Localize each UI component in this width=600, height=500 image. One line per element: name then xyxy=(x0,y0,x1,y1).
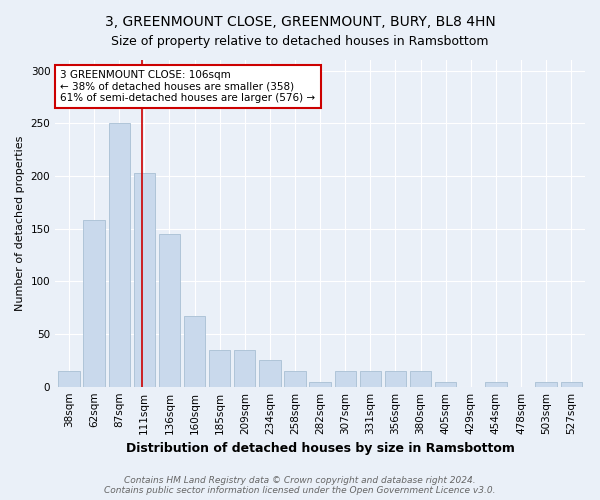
Bar xyxy=(535,382,557,386)
Text: Contains HM Land Registry data © Crown copyright and database right 2024.
Contai: Contains HM Land Registry data © Crown c… xyxy=(104,476,496,495)
Bar xyxy=(134,173,155,386)
Bar xyxy=(335,371,356,386)
Bar xyxy=(159,234,180,386)
Bar xyxy=(259,360,281,386)
Bar xyxy=(435,382,457,386)
Bar xyxy=(385,371,406,386)
Bar xyxy=(485,382,506,386)
Bar xyxy=(234,350,256,387)
Bar xyxy=(209,350,230,387)
X-axis label: Distribution of detached houses by size in Ramsbottom: Distribution of detached houses by size … xyxy=(125,442,515,455)
Y-axis label: Number of detached properties: Number of detached properties xyxy=(15,136,25,311)
Text: Size of property relative to detached houses in Ramsbottom: Size of property relative to detached ho… xyxy=(111,35,489,48)
Bar xyxy=(83,220,105,386)
Bar xyxy=(109,123,130,386)
Text: 3 GREENMOUNT CLOSE: 106sqm
← 38% of detached houses are smaller (358)
61% of sem: 3 GREENMOUNT CLOSE: 106sqm ← 38% of deta… xyxy=(61,70,316,103)
Bar xyxy=(560,382,582,386)
Bar xyxy=(284,371,305,386)
Bar xyxy=(184,316,205,386)
Text: 3, GREENMOUNT CLOSE, GREENMOUNT, BURY, BL8 4HN: 3, GREENMOUNT CLOSE, GREENMOUNT, BURY, B… xyxy=(104,15,496,29)
Bar xyxy=(359,371,381,386)
Bar xyxy=(310,382,331,386)
Bar xyxy=(58,371,80,386)
Bar xyxy=(410,371,431,386)
